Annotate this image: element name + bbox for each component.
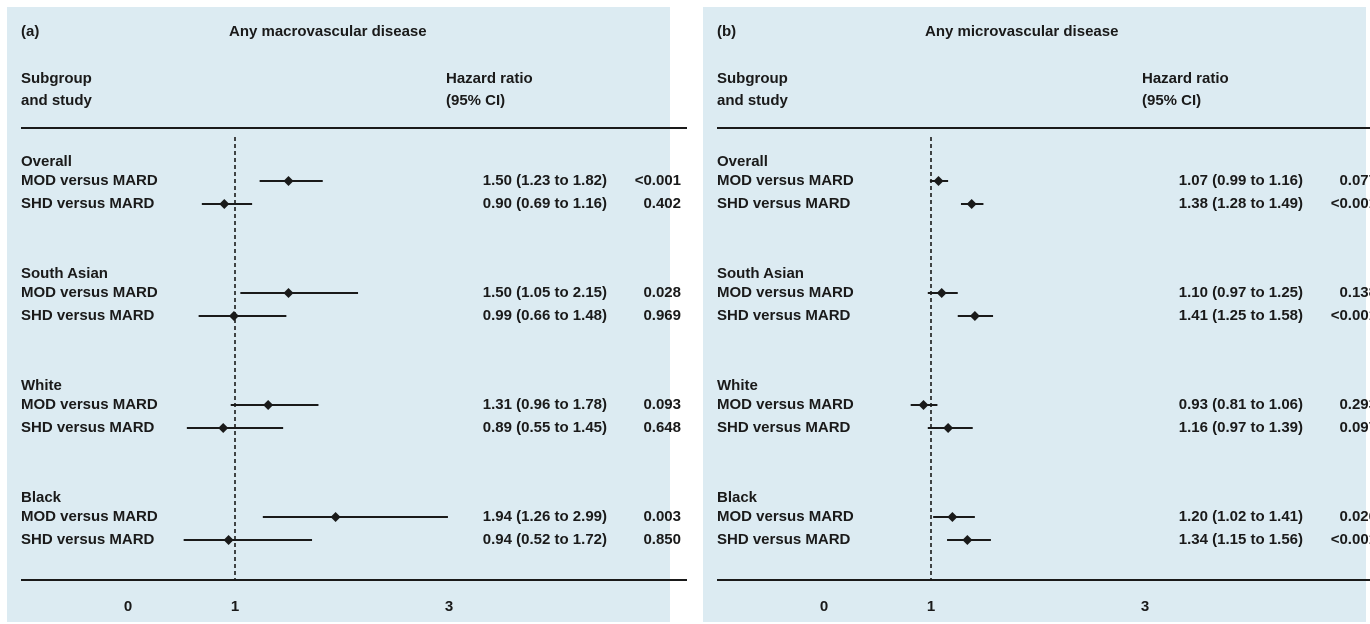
hazard-ratio-marker xyxy=(263,400,274,410)
p-value: 0.093 xyxy=(643,396,681,413)
hazard-ratio-ci: 1.38 (1.28 to 1.49) xyxy=(1178,195,1303,212)
p-value: 0.026 xyxy=(1339,508,1370,525)
hazard-ratio-ci: 1.50 (1.23 to 1.82) xyxy=(482,172,607,189)
comparison-label: SHD versus MARD xyxy=(717,419,851,436)
comparison-label: SHD versus MARD xyxy=(21,195,155,212)
x-axis-line xyxy=(717,579,1370,581)
column-header-subgroup: and study xyxy=(21,92,92,109)
comparison-label: SHD versus MARD xyxy=(21,419,155,436)
hazard-ratio-marker xyxy=(218,423,229,433)
p-value: <0.001 xyxy=(634,172,681,189)
group-heading: Black xyxy=(21,489,62,506)
p-value: 0.028 xyxy=(643,284,681,301)
panel-title: Any macrovascular disease xyxy=(229,23,427,40)
comparison-label: MOD versus MARD xyxy=(21,396,158,413)
panel-label: (b) xyxy=(717,23,737,40)
hazard-ratio-marker xyxy=(918,400,929,410)
hazard-ratio-marker xyxy=(947,512,958,522)
hazard-ratio-marker xyxy=(962,535,973,545)
hazard-ratio-marker xyxy=(969,311,980,321)
p-value: <0.001 xyxy=(1330,531,1370,548)
p-value: 0.138 xyxy=(1339,284,1370,301)
hazard-ratio-ci: 1.16 (0.97 to 1.39) xyxy=(1178,419,1303,436)
group-heading: White xyxy=(21,377,62,394)
x-axis-line xyxy=(21,579,687,581)
hazard-ratio-ci: 0.89 (0.55 to 1.45) xyxy=(482,419,607,436)
hazard-ratio-marker xyxy=(228,311,239,321)
group-heading: White xyxy=(717,377,758,394)
p-value: 0.077 xyxy=(1339,172,1370,189)
group-heading: Black xyxy=(717,489,758,506)
hazard-ratio-ci: 0.99 (0.66 to 1.48) xyxy=(482,307,607,324)
comparison-label: MOD versus MARD xyxy=(21,172,158,189)
column-header-subgroup: Subgroup xyxy=(717,70,788,87)
p-value: 0.969 xyxy=(643,307,681,324)
x-tick-label: 0 xyxy=(123,598,133,615)
group-heading: Overall xyxy=(717,153,768,170)
x-tick-label: 1 xyxy=(926,598,936,615)
hazard-ratio-marker xyxy=(283,288,294,298)
column-header-subgroup: and study xyxy=(717,92,788,109)
p-value: <0.001 xyxy=(1330,307,1370,324)
forest-plot-marks xyxy=(183,137,448,579)
hazard-ratio-marker xyxy=(219,199,230,209)
hazard-ratio-ci: 1.50 (1.05 to 2.15) xyxy=(482,284,607,301)
comparison-label: SHD versus MARD xyxy=(717,307,851,324)
hazard-ratio-ci: 1.31 (0.96 to 1.78) xyxy=(482,396,607,413)
header-divider xyxy=(21,127,687,129)
comparison-label: SHD versus MARD xyxy=(21,531,155,548)
group-heading: South Asian xyxy=(21,265,108,282)
hazard-ratio-marker xyxy=(330,512,341,522)
forest-plot-marks xyxy=(910,137,994,579)
hazard-ratio-ci: 0.90 (0.69 to 1.16) xyxy=(482,195,607,212)
hazard-ratio-marker xyxy=(943,423,954,433)
hazard-ratio-ci: 1.07 (0.99 to 1.16) xyxy=(1178,172,1303,189)
column-header-hazard-ratio: (95% CI) xyxy=(1142,92,1202,109)
hazard-ratio-ci: 1.20 (1.02 to 1.41) xyxy=(1178,508,1303,525)
hazard-ratio-ci: 1.34 (1.15 to 1.56) xyxy=(1178,531,1303,548)
p-value: 0.293 xyxy=(1339,396,1370,413)
comparison-label: SHD versus MARD xyxy=(717,195,851,212)
header-divider xyxy=(717,127,1370,129)
panel-title: Any microvascular disease xyxy=(925,23,1119,40)
hazard-ratio-marker xyxy=(283,176,294,186)
x-tick-label: 3 xyxy=(444,598,454,615)
p-value: <0.001 xyxy=(1330,195,1370,212)
comparison-label: MOD versus MARD xyxy=(21,508,158,525)
comparison-label: MOD versus MARD xyxy=(717,172,854,189)
p-value: 0.402 xyxy=(643,195,681,212)
hazard-ratio-ci: 1.10 (0.97 to 1.25) xyxy=(1178,284,1303,301)
hazard-ratio-ci: 1.94 (1.26 to 2.99) xyxy=(482,508,607,525)
x-tick-label: 0 xyxy=(819,598,829,615)
comparison-label: MOD versus MARD xyxy=(717,396,854,413)
comparison-label: MOD versus MARD xyxy=(21,284,158,301)
comparison-label: SHD versus MARD xyxy=(21,307,155,324)
hazard-ratio-marker xyxy=(223,535,234,545)
column-header-subgroup: Subgroup xyxy=(21,70,92,87)
hazard-ratio-marker xyxy=(936,288,947,298)
hazard-ratio-ci: 0.93 (0.81 to 1.06) xyxy=(1178,396,1303,413)
x-tick-label: 1 xyxy=(230,598,240,615)
column-header-hazard-ratio: Hazard ratio xyxy=(446,70,533,87)
hazard-ratio-ci: 0.94 (0.52 to 1.72) xyxy=(482,531,607,548)
hazard-ratio-ci: 1.41 (1.25 to 1.58) xyxy=(1178,307,1303,324)
column-header-hazard-ratio: (95% CI) xyxy=(446,92,506,109)
group-heading: South Asian xyxy=(717,265,804,282)
hazard-ratio-marker xyxy=(933,176,944,186)
comparison-label: SHD versus MARD xyxy=(717,531,851,548)
forest-panel-a: (a) Any macrovascular disease Subgroup and … xyxy=(7,7,687,622)
column-header-hazard-ratio: Hazard ratio xyxy=(1142,70,1229,87)
x-tick-label: 3 xyxy=(1140,598,1150,615)
panel-label: (a) xyxy=(21,23,40,40)
p-value: 0.097 xyxy=(1339,419,1370,436)
comparison-label: MOD versus MARD xyxy=(717,508,854,525)
p-value: 0.850 xyxy=(643,531,681,548)
p-value: 0.648 xyxy=(643,419,681,436)
group-heading: Overall xyxy=(21,153,72,170)
forest-panel-b: (b) Any microvascular disease Subgroup and … xyxy=(703,7,1370,622)
p-value: 0.003 xyxy=(643,508,681,525)
hazard-ratio-marker xyxy=(966,199,977,209)
comparison-label: MOD versus MARD xyxy=(717,284,854,301)
